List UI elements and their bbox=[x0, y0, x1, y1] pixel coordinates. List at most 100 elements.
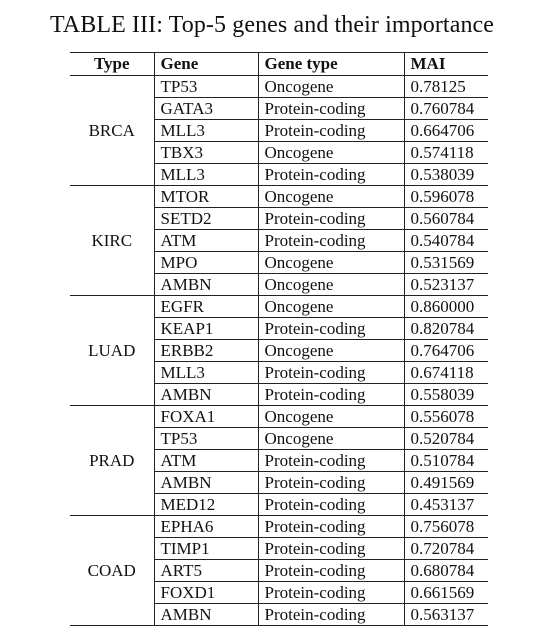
table-row: MLL3 Protein-coding 0.664706 bbox=[70, 119, 488, 142]
gene-type-cell: Protein-coding bbox=[257, 537, 404, 560]
cancer-type-cell: BRCA bbox=[88, 120, 135, 140]
gene-cell: KEAP1 bbox=[153, 317, 258, 340]
table-caption: TABLE III: Top-5 genes and their importa… bbox=[49, 12, 495, 38]
mai-cell: 0.556078 bbox=[403, 405, 488, 428]
table-row: KIRC MTOR Oncogene 0.596078 bbox=[70, 185, 488, 250]
mai-cell: 0.453137 bbox=[403, 493, 488, 516]
table-row: AMBN Protein-coding 0.491569 bbox=[70, 471, 488, 494]
table-row: LUAD EGFR Oncogene 0.860000 bbox=[70, 295, 488, 360]
table-row: PRAD FOXA1 Oncogene 0.556078 bbox=[70, 405, 488, 470]
gene-type-cell: Protein-coding bbox=[257, 515, 404, 538]
mai-cell: 0.661569 bbox=[403, 581, 488, 604]
gene-cell: AMBN bbox=[153, 603, 258, 626]
gene-type-cell: Protein-coding bbox=[257, 229, 404, 252]
gene-type-cell: Oncogene bbox=[257, 185, 404, 208]
mai-cell: 0.538039 bbox=[403, 163, 488, 186]
gene-cell: MPO bbox=[153, 251, 258, 274]
gene-type-cell: Oncogene bbox=[257, 427, 404, 450]
mai-cell: 0.680784 bbox=[403, 559, 488, 582]
cancer-type-cell: COAD bbox=[87, 560, 136, 580]
mai-cell: 0.756078 bbox=[403, 515, 488, 538]
gene-type-cell: Protein-coding bbox=[257, 207, 404, 230]
cancer-type-cell: KIRC bbox=[91, 230, 133, 250]
table-row: ATM Protein-coding 0.510784 bbox=[70, 449, 488, 472]
group-0: BRCA TP53 Oncogene 0.78125 GATA3 Protein-codi… bbox=[70, 75, 488, 186]
gene-cell: TP53 bbox=[153, 427, 258, 450]
table-row: TIMP1 Protein-coding 0.720784 bbox=[70, 537, 488, 560]
group-1: KIRC MTOR Oncogene 0.596078 SETD2 Protein-cod… bbox=[70, 185, 488, 296]
gene-cell: MLL3 bbox=[153, 119, 258, 142]
table-row: ATM Protein-coding 0.540784 bbox=[70, 229, 488, 252]
header-row: Type Gene Gene type MAI bbox=[70, 52, 488, 76]
gene-type-cell: Protein-coding bbox=[257, 317, 404, 340]
header-mai: MAI bbox=[403, 52, 488, 76]
mai-cell: 0.664706 bbox=[403, 119, 488, 142]
gene-type-cell: Protein-coding bbox=[257, 559, 404, 582]
table-row: TP53 Oncogene 0.520784 bbox=[70, 427, 488, 450]
gene-cell: TBX3 bbox=[153, 141, 258, 164]
gene-type-cell: Oncogene bbox=[257, 141, 404, 164]
mai-cell: 0.596078 bbox=[403, 185, 488, 208]
mai-cell: 0.523137 bbox=[403, 273, 488, 296]
mai-cell: 0.78125 bbox=[403, 75, 488, 98]
table-row: AMBN Protein-coding 0.558039 bbox=[70, 383, 488, 406]
gene-type-cell: Oncogene bbox=[257, 295, 404, 318]
gene-type-cell: Protein-coding bbox=[257, 163, 404, 186]
gene-cell: MLL3 bbox=[153, 163, 258, 186]
mai-cell: 0.860000 bbox=[403, 295, 488, 318]
mai-cell: 0.764706 bbox=[403, 339, 488, 362]
mai-cell: 0.531569 bbox=[403, 251, 488, 274]
gene-cell: EPHA6 bbox=[153, 515, 258, 538]
gene-type-cell: Oncogene bbox=[257, 75, 404, 98]
gene-type-cell: Protein-coding bbox=[257, 603, 404, 626]
mai-cell: 0.574118 bbox=[403, 141, 488, 164]
gene-type-cell: Protein-coding bbox=[257, 119, 404, 142]
gene-type-cell: Protein-coding bbox=[257, 361, 404, 384]
group-2: LUAD EGFR Oncogene 0.860000 KEAP1 Protein-cod… bbox=[70, 295, 488, 406]
mai-cell: 0.510784 bbox=[403, 449, 488, 472]
table-row: MLL3 Protein-coding 0.674118 bbox=[70, 361, 488, 384]
gene-cell: AMBN bbox=[153, 471, 258, 494]
gene-cell: ATM bbox=[153, 449, 258, 472]
mai-cell: 0.520784 bbox=[403, 427, 488, 450]
header-type: Type bbox=[93, 54, 130, 73]
mai-cell: 0.491569 bbox=[403, 471, 488, 494]
gene-cell: AMBN bbox=[153, 383, 258, 406]
gene-cell: ART5 bbox=[153, 559, 258, 582]
gene-type-cell: Protein-coding bbox=[257, 449, 404, 472]
table-row: ERBB2 Oncogene 0.764706 bbox=[70, 339, 488, 362]
table-row: BRCA TP53 Oncogene 0.78125 bbox=[70, 75, 488, 140]
gene-cell: ERBB2 bbox=[153, 339, 258, 362]
table-header: Type Gene Gene type MAI bbox=[70, 52, 488, 76]
gene-type-cell: Protein-coding bbox=[257, 581, 404, 604]
gene-type-cell: Oncogene bbox=[257, 339, 404, 362]
gene-type-cell: Oncogene bbox=[257, 405, 404, 428]
table-row: MPO Oncogene 0.531569 bbox=[70, 251, 488, 274]
header-gene: Gene bbox=[153, 52, 258, 76]
table-row: GATA3 Protein-coding 0.760784 bbox=[70, 97, 488, 120]
cancer-type-cell: PRAD bbox=[89, 450, 135, 470]
table-row: COAD EPHA6 Protein-coding 0.756078 bbox=[70, 515, 488, 580]
mai-cell: 0.720784 bbox=[403, 537, 488, 560]
header-gene-type: Gene type bbox=[257, 52, 404, 76]
gene-type-cell: Oncogene bbox=[257, 273, 404, 296]
mai-cell: 0.560784 bbox=[403, 207, 488, 230]
gene-cell: FOXA1 bbox=[153, 405, 258, 428]
table-row: FOXD1 Protein-coding 0.661569 bbox=[70, 581, 488, 604]
gene-type-cell: Protein-coding bbox=[257, 97, 404, 120]
table-row: MED12 Protein-coding 0.453137 bbox=[70, 493, 488, 516]
gene-type-cell: Oncogene bbox=[257, 251, 404, 274]
gene-cell: MLL3 bbox=[153, 361, 258, 384]
table-row: AMBN Oncogene 0.523137 bbox=[70, 273, 488, 296]
table-row: ART5 Protein-coding 0.680784 bbox=[70, 559, 488, 582]
mai-cell: 0.760784 bbox=[403, 97, 488, 120]
mai-cell: 0.558039 bbox=[403, 383, 488, 406]
gene-cell: TIMP1 bbox=[153, 537, 258, 560]
mai-cell: 0.563137 bbox=[403, 603, 488, 626]
gene-cell: ATM bbox=[153, 229, 258, 252]
gene-cell: SETD2 bbox=[153, 207, 258, 230]
gene-type-cell: Protein-coding bbox=[257, 383, 404, 406]
group-3: PRAD FOXA1 Oncogene 0.556078 TP53 Oncogene 0.5… bbox=[70, 405, 488, 516]
mai-cell: 0.540784 bbox=[403, 229, 488, 252]
gene-cell: AMBN bbox=[153, 273, 258, 296]
